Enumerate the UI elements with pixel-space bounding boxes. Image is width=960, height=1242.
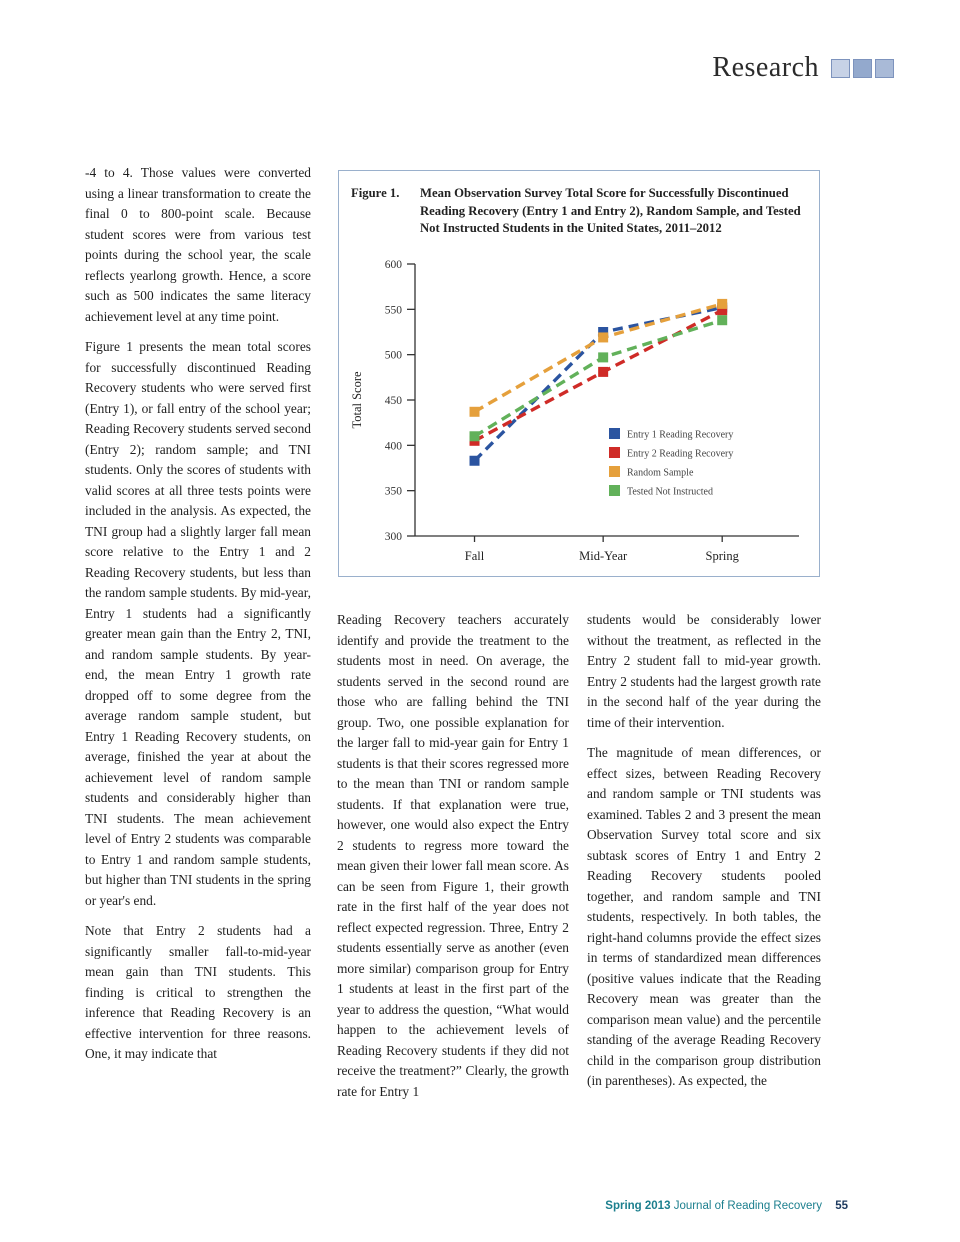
- paragraph: -4 to 4. Those values were converted usi…: [85, 165, 311, 324]
- svg-text:Fall: Fall: [465, 549, 485, 563]
- figure-label: Figure 1.: [351, 186, 400, 200]
- svg-text:Spring: Spring: [706, 549, 740, 563]
- svg-text:600: 600: [385, 259, 403, 271]
- svg-text:550: 550: [385, 304, 403, 316]
- svg-text:Mid-Year: Mid-Year: [579, 549, 628, 563]
- svg-text:450: 450: [385, 395, 403, 407]
- svg-text:Entry 2 Reading Recovery: Entry 2 Reading Recovery: [627, 448, 733, 459]
- page-header: Research: [712, 52, 894, 84]
- left-text-column: -4 to 4. Those values were converted usi…: [85, 163, 311, 1075]
- svg-text:Entry 1 Reading Recovery: Entry 1 Reading Recovery: [627, 429, 733, 440]
- paragraph: students would be considerably lower wit…: [587, 612, 821, 730]
- right-text-column: students would be considerably lower wit…: [587, 610, 821, 1102]
- svg-text:Random Sample: Random Sample: [627, 467, 694, 478]
- page-footer: Spring 2013 Journal of Reading Recovery …: [605, 1200, 848, 1212]
- paragraph: The magnitude of mean differences, or ef…: [587, 745, 821, 1088]
- svg-text:Tested Not Instructed: Tested Not Instructed: [627, 486, 713, 497]
- figure-caption-text: Mean Observation Survey Total Score for …: [420, 186, 801, 235]
- svg-text:300: 300: [385, 531, 403, 543]
- middle-text-column: Reading Recovery teachers accurately ide…: [337, 610, 569, 1112]
- svg-text:350: 350: [385, 485, 403, 497]
- svg-text:400: 400: [385, 440, 403, 452]
- blue-square-icon: [875, 58, 894, 78]
- blue-square-icon: [853, 58, 872, 78]
- paragraph: Note that Entry 2 students had a signifi…: [85, 923, 311, 1061]
- paragraph: Reading Recovery teachers accurately ide…: [337, 612, 569, 1099]
- footer-journal-title: Journal of Reading Recovery: [673, 1200, 822, 1212]
- footer-page-number: 55: [835, 1200, 848, 1212]
- section-label: Research: [712, 52, 819, 83]
- header-squares-decoration: [831, 58, 894, 78]
- footer-issue: Spring 2013: [605, 1200, 671, 1212]
- svg-text:Total Score: Total Score: [350, 371, 364, 429]
- line-chart: 300 350 400 450 500 550 600 Fall Mid-Year Spring T…: [350, 259, 799, 563]
- figure-caption: Figure 1. Mean Observation Survey Total …: [339, 171, 819, 242]
- figure-1-box: Figure 1. Mean Observation Survey Total …: [338, 170, 820, 577]
- blue-square-icon: [831, 58, 850, 78]
- paragraph: Figure 1 presents the mean total scores …: [85, 339, 311, 908]
- svg-text:500: 500: [385, 349, 403, 361]
